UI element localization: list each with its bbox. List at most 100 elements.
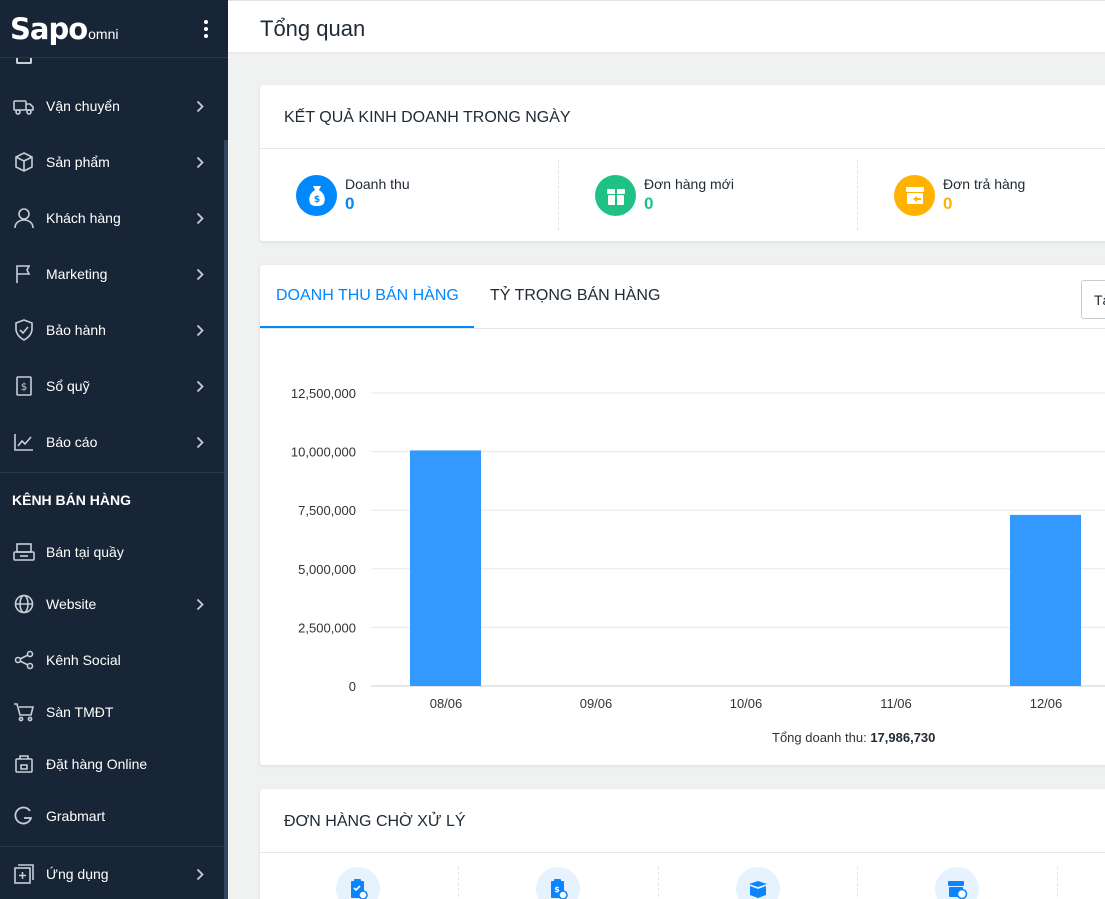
y-tick-label: 2,500,000: [298, 620, 356, 635]
total-revenue: Tổng doanh thu: 17,986,730: [772, 730, 935, 745]
svg-text:$: $: [554, 885, 560, 894]
svg-text:$: $: [313, 195, 319, 205]
y-tick-label: 7,500,000: [298, 503, 356, 518]
sidebar-item-label: Sổ quỹ: [46, 378, 90, 394]
chevron-right-icon: [192, 596, 208, 612]
card-title: ĐƠN HÀNG CHỜ XỬ LÝ: [284, 813, 466, 830]
sidebar-scrollbar[interactable]: [224, 140, 228, 899]
open-box-icon[interactable]: [736, 867, 780, 899]
top-bar: Tổng quan: [228, 0, 1105, 52]
sidebar-item-ung-dung[interactable]: Ứng dụng: [0, 852, 224, 896]
x-tick-label: 09/06: [580, 696, 613, 711]
cashbook-icon: $: [12, 374, 36, 398]
tab-divider: [260, 328, 1105, 329]
sidebar-item-bao-cao[interactable]: Báo cáo: [0, 420, 224, 464]
user-icon: [12, 206, 36, 230]
sidebar-item-kenh-social[interactable]: Kênh Social: [0, 638, 224, 682]
pos-icon: [12, 540, 36, 564]
card-divider: [260, 148, 1105, 149]
sidebar-item-khach-hang[interactable]: Khách hàng: [0, 196, 224, 240]
stat-label: Đơn hàng mới: [644, 176, 734, 192]
bar-08-06[interactable]: [410, 450, 481, 686]
sapo-logo[interactable]: Sapo omni: [10, 12, 119, 46]
shield-icon: [12, 318, 36, 342]
total-label: Tổng doanh thu:: [772, 730, 867, 745]
sidebar-item-label: Ứng dụng: [46, 866, 109, 882]
stat-value: 0: [943, 194, 953, 213]
sidebar-item-san-pham[interactable]: Sản phẩm: [0, 140, 224, 184]
gift-box-icon: [595, 175, 636, 216]
app-plus-icon: [12, 862, 36, 886]
globe-icon: [12, 592, 36, 616]
pending-separator: [458, 867, 459, 899]
clipboard-check-icon[interactable]: [336, 867, 380, 899]
pending-orders-card: ĐƠN HÀNG CHỜ XỬ LÝ $: [260, 789, 1105, 899]
chevron-right-icon: [192, 434, 208, 450]
y-tick-label: 12,500,000: [291, 386, 356, 401]
x-tick-label: 08/06: [430, 696, 463, 711]
stat-label: Doanh thu: [345, 176, 410, 192]
share-icon: [12, 648, 36, 672]
sidebar-item-label: Marketing: [46, 266, 108, 282]
sidebar-item-label: Vận chuyển: [46, 98, 120, 114]
sidebar-item-bao-hanh[interactable]: Bảo hành: [0, 308, 224, 352]
sidebar-divider: [0, 472, 224, 473]
logo-main: Sapo: [10, 11, 88, 46]
stat-separator: [558, 160, 559, 230]
chevron-right-icon: [192, 98, 208, 114]
chevron-right-icon: [192, 266, 208, 282]
revenue-bar-chart: 0 2,500,000 5,000,000 7,500,000 10,000,000 12…: [291, 386, 1105, 711]
x-tick-label: 10/06: [730, 696, 763, 711]
sidebar-item-grabmart[interactable]: Grabmart: [0, 794, 224, 838]
tab-doanh-thu[interactable]: DOANH THU BÁN HÀNG: [276, 287, 459, 304]
sidebar-item-san-tmdt[interactable]: Sàn TMĐT: [0, 690, 224, 734]
box-clock-icon[interactable]: [935, 867, 979, 899]
bar-12-06[interactable]: [1010, 514, 1081, 686]
stat-revenue[interactable]: $ Doanh thu 0: [296, 175, 410, 216]
card-divider: [260, 852, 1105, 853]
period-select[interactable]: Tả: [1081, 280, 1105, 319]
flag-icon: [12, 262, 36, 286]
y-tick-label: 10,000,000: [291, 445, 356, 460]
x-tick-label: 12/06: [1030, 696, 1063, 711]
sales-chart-card: DOANH THU BÁN HÀNG TỶ TRỌNG BÁN HÀNG Tả …: [260, 265, 1105, 765]
sidebar-item-website[interactable]: Website: [0, 582, 224, 626]
sidebar-item-label: Báo cáo: [46, 434, 98, 450]
sidebar-item-label: Đặt hàng Online: [46, 756, 148, 772]
sidebar-item-ban-tai-quay[interactable]: Bán tại quầy: [0, 530, 224, 574]
sidebar-item-dat-hang-online[interactable]: Đặt hàng Online: [0, 742, 224, 786]
chevron-right-icon: [192, 210, 208, 226]
chart-line-icon: [12, 430, 36, 454]
clipboard-money-icon[interactable]: $: [536, 867, 580, 899]
sidebar-item-label: Grabmart: [46, 808, 106, 824]
stat-separator: [857, 160, 858, 230]
y-tick-label: 5,000,000: [298, 562, 356, 577]
sidebar-item-label: Khách hàng: [46, 210, 121, 226]
store-icon: [12, 752, 36, 776]
box-icon: [12, 150, 36, 174]
chevron-right-icon: [192, 154, 208, 170]
partial-menu-icon: [16, 58, 32, 64]
money-bag-icon: $: [296, 175, 337, 216]
stat-returns[interactable]: Đơn trả hàng 0: [894, 175, 1025, 216]
stat-new-orders[interactable]: Đơn hàng mới 0: [595, 175, 734, 216]
total-value: 17,986,730: [870, 730, 936, 745]
sidebar-item-label: Sản phẩm: [46, 154, 110, 170]
y-tick-label: 0: [349, 679, 356, 694]
tab-ty-trong[interactable]: TỶ TRỌNG BÁN HÀNG: [490, 287, 661, 304]
sidebar-item-van-chuyen[interactable]: Vận chuyển: [0, 84, 224, 128]
sidebar-item-so-quy[interactable]: $ Sổ quỹ: [0, 364, 224, 408]
sidebar-item-marketing[interactable]: Marketing: [0, 252, 224, 296]
truck-icon: [12, 94, 36, 118]
more-menu-icon[interactable]: [198, 16, 214, 42]
chevron-right-icon: [192, 322, 208, 338]
sidebar-header: Sapo omni: [0, 0, 228, 58]
x-tick-label: 11/06: [880, 696, 912, 711]
chevron-right-icon: [192, 378, 208, 394]
svg-text:$: $: [21, 382, 27, 393]
sidebar-item-label: Bảo hành: [46, 322, 106, 338]
pending-separator: [1057, 867, 1058, 899]
logo-sub: omni: [88, 25, 119, 42]
chevron-right-icon: [192, 866, 208, 882]
sidebar-item-label: Kênh Social: [46, 652, 121, 668]
